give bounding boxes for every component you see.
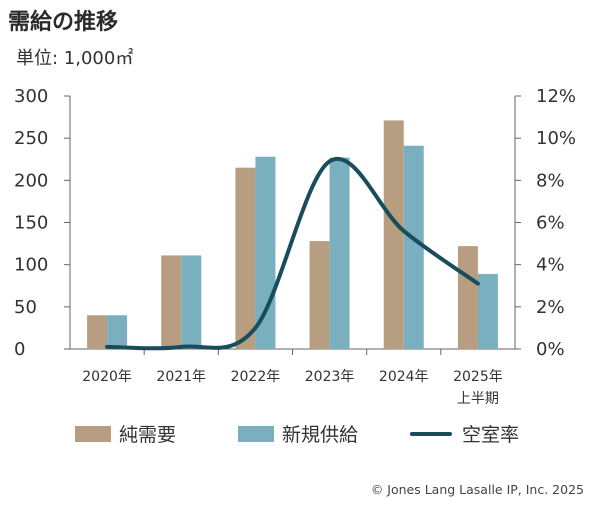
legend-swatch-new-supply (238, 425, 274, 442)
x-tick-label: 2023年 (305, 369, 355, 385)
x-tick-label: 上半期 (457, 391, 499, 407)
legend: 純需要 新規供給 空室率 (0, 420, 600, 450)
legend-label-vacancy-rate: 空室率 (462, 424, 520, 446)
bar-net-demand (161, 255, 182, 349)
legend-item-vacancy-rate: 空室率 (410, 420, 519, 447)
chart-title: 需給の推移 (8, 10, 119, 35)
y-right-tick-label: 6% (536, 213, 565, 234)
y-left-tick-label: 0 (14, 339, 25, 360)
x-tick-label: 2020年 (82, 369, 132, 385)
y-left-tick-label: 300 (14, 86, 48, 107)
legend-item-new-supply: 新規供給 (238, 420, 358, 447)
bar-net-demand (309, 241, 330, 349)
bar-net-demand (87, 315, 108, 349)
y-left-tick-label: 250 (14, 128, 48, 149)
bar-new-supply (107, 315, 128, 349)
x-tick-label: 2022年 (231, 369, 281, 385)
legend-label-new-supply: 新規供給 (282, 424, 359, 446)
copyright: © Jones Lang Lasalle IP, Inc. 2025 (370, 482, 584, 497)
x-tick-label: 2025年 (453, 369, 503, 385)
x-tick-label: 2024年 (379, 369, 429, 385)
y-right-tick-label: 4% (536, 255, 565, 276)
y-right-tick-label: 2% (536, 297, 565, 318)
bar-new-supply (403, 145, 424, 349)
x-tick-label: 2021年 (156, 369, 206, 385)
chart: 0 50 100 150 200 250 300 0% 2% 4% 6% 8% 10% 12% 2020年 2… (14, 86, 576, 407)
legend-item-net-demand: 純需要 (75, 420, 176, 447)
unit-label: 単位: 1,000㎡ (16, 48, 134, 69)
y-left-tick-label: 150 (14, 213, 48, 234)
legend-swatch-vacancy-rate (410, 431, 452, 436)
y-right-tick-label: 8% (536, 170, 565, 191)
y-right-tick-label: 0% (536, 339, 565, 360)
vacancy-rate-line (105, 156, 480, 351)
bar-new-supply (329, 157, 350, 349)
bar-new-supply (477, 273, 498, 349)
y-left-tick-label: 100 (14, 255, 48, 276)
legend-label-net-demand: 純需要 (119, 424, 177, 446)
y-right-tick-label: 10% (536, 128, 576, 149)
y-right-tick-label: 12% (536, 86, 576, 107)
bar-net-demand (235, 167, 256, 349)
y-left-tick-label: 200 (14, 170, 48, 191)
legend-swatch-net-demand (75, 425, 111, 442)
bar-net-demand (383, 120, 404, 349)
bar-net-demand (457, 246, 478, 349)
y-left-tick-label: 50 (14, 297, 37, 318)
bar-new-supply (181, 255, 202, 349)
